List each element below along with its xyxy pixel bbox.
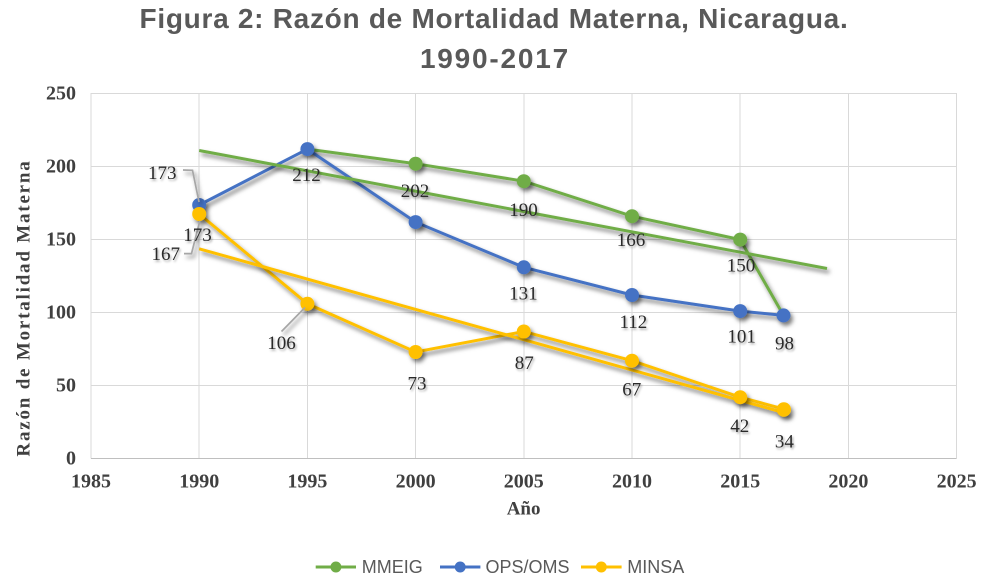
svg-text:2000: 2000 xyxy=(396,471,436,493)
svg-text:87: 87 xyxy=(515,353,534,374)
svg-text:2020: 2020 xyxy=(828,471,868,493)
svg-text:2010: 2010 xyxy=(612,471,652,493)
svg-text:173: 173 xyxy=(183,225,212,246)
svg-text:2025: 2025 xyxy=(937,471,977,493)
svg-text:106: 106 xyxy=(267,333,296,354)
svg-text:173: 173 xyxy=(148,163,177,184)
svg-text:34: 34 xyxy=(775,432,795,453)
svg-text:0: 0 xyxy=(66,448,76,470)
svg-text:112: 112 xyxy=(620,312,648,333)
svg-text:166: 166 xyxy=(617,230,646,251)
svg-text:202: 202 xyxy=(401,181,430,202)
svg-text:73: 73 xyxy=(408,374,427,395)
svg-text:Razón de Mortalidad Materna: Razón de Mortalidad Materna xyxy=(14,159,35,456)
svg-text:Año: Año xyxy=(507,499,541,520)
svg-text:190: 190 xyxy=(509,200,538,221)
svg-text:167: 167 xyxy=(152,244,181,265)
svg-text:1995: 1995 xyxy=(287,471,327,493)
svg-text:42: 42 xyxy=(730,416,749,437)
svg-text:100: 100 xyxy=(46,302,76,324)
svg-text:150: 150 xyxy=(46,229,76,251)
svg-text:101: 101 xyxy=(727,327,756,348)
svg-text:OPS/OMS: OPS/OMS xyxy=(486,557,570,577)
svg-text:250: 250 xyxy=(46,83,76,105)
svg-text:1990: 1990 xyxy=(179,471,219,493)
svg-text:98: 98 xyxy=(775,334,794,355)
svg-text:MINSA: MINSA xyxy=(627,557,684,577)
svg-text:50: 50 xyxy=(56,375,76,397)
svg-text:200: 200 xyxy=(46,156,76,178)
svg-text:131: 131 xyxy=(509,284,538,305)
svg-text:MMEIG: MMEIG xyxy=(362,557,423,577)
svg-text:1985: 1985 xyxy=(71,471,111,493)
svg-text:1990-2017: 1990-2017 xyxy=(420,43,570,74)
svg-text:150: 150 xyxy=(727,256,756,277)
svg-text:212: 212 xyxy=(292,165,321,186)
svg-text:2015: 2015 xyxy=(720,471,760,493)
svg-text:Figura 2: Razón de Mortalidad: Figura 2: Razón de Mortalidad Materna, N… xyxy=(140,3,849,34)
svg-text:2005: 2005 xyxy=(504,471,544,493)
svg-text:67: 67 xyxy=(622,380,641,401)
